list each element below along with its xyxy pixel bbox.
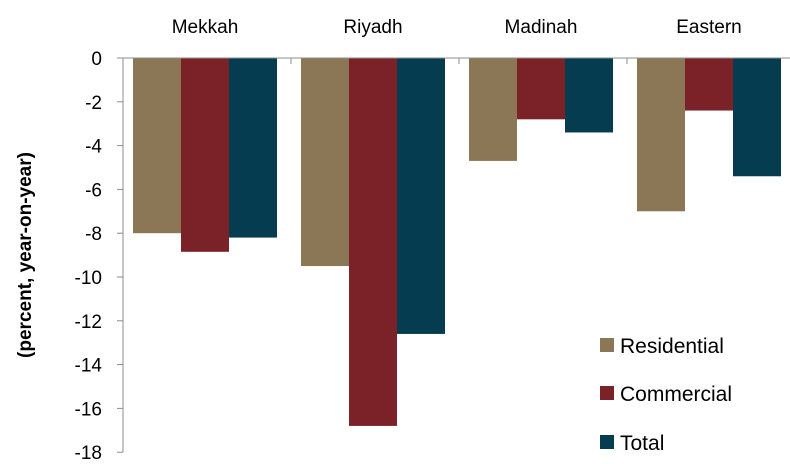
bar-residential-mekkah bbox=[133, 58, 181, 234]
axis-layer bbox=[122, 57, 790, 452]
y-tick-label: -8 bbox=[85, 224, 102, 245]
y-tick-label: -12 bbox=[75, 312, 102, 333]
bar-commercial-riyadh bbox=[349, 58, 397, 426]
y-tick-label: -2 bbox=[85, 93, 102, 114]
y-tick-label: -18 bbox=[75, 443, 102, 459]
bar-residential-eastern bbox=[637, 58, 685, 212]
legend-swatch-total bbox=[600, 435, 614, 449]
bars-layer bbox=[133, 58, 781, 426]
category-label-eastern: Eastern bbox=[676, 17, 741, 38]
legend-label-total: Total bbox=[620, 432, 664, 455]
category-labels: Mekkah Riyadh Madinah Eastern bbox=[172, 17, 742, 38]
y-tick-label: -10 bbox=[75, 268, 102, 289]
bar-residential-riyadh bbox=[301, 58, 349, 267]
category-label-riyadh: Riyadh bbox=[343, 17, 402, 38]
legend-swatch-residential bbox=[600, 338, 614, 352]
bar-total-riyadh bbox=[397, 58, 445, 334]
legend-label-commercial: Commercial bbox=[620, 383, 732, 406]
bar-total-madinah bbox=[565, 58, 613, 133]
bar-total-eastern bbox=[733, 58, 781, 177]
y-tick-label: -16 bbox=[75, 399, 102, 420]
legend: Residential Commercial Total bbox=[600, 335, 732, 455]
bar-total-mekkah bbox=[229, 58, 277, 238]
y-tick-label: -4 bbox=[85, 137, 102, 158]
y-axis-label: (percent, year-on-year) bbox=[15, 152, 36, 358]
bar-commercial-eastern bbox=[685, 58, 733, 111]
bar-residential-madinah bbox=[469, 58, 517, 161]
category-label-madinah: Madinah bbox=[505, 17, 578, 38]
bar-commercial-mekkah bbox=[181, 58, 229, 252]
y-tick-label: -14 bbox=[75, 356, 103, 377]
y-tick-label: 0 bbox=[91, 49, 102, 70]
legend-swatch-commercial bbox=[600, 386, 614, 400]
legend-label-residential: Residential bbox=[620, 335, 724, 358]
bar-commercial-madinah bbox=[517, 58, 565, 120]
y-tick-label: -6 bbox=[85, 180, 102, 201]
y-tick-labels: 0 -2 -4 -6 -8 -10 -12 -14 -16 -18 bbox=[75, 49, 123, 464]
category-label-mekkah: Mekkah bbox=[172, 17, 239, 38]
